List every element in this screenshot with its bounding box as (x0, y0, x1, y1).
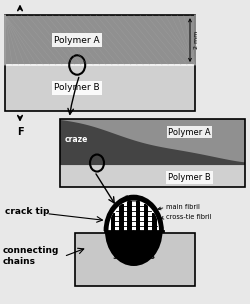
Text: connecting
chains: connecting chains (2, 246, 59, 266)
Polygon shape (60, 120, 245, 165)
Bar (136, 201, 140, 231)
Text: Polymer A: Polymer A (168, 128, 211, 137)
Bar (60, 119, 245, 187)
Text: cross-tie fibril: cross-tie fibril (166, 214, 212, 220)
Circle shape (105, 196, 162, 266)
Bar (111, 213, 115, 231)
Bar (152, 213, 157, 231)
Polygon shape (108, 200, 159, 231)
Bar (127, 201, 132, 231)
Text: main fibril: main fibril (166, 204, 200, 210)
Bar (5, 15, 195, 65)
Bar (5, 64, 195, 66)
Bar (119, 204, 124, 231)
Bar (5, 15, 195, 111)
Text: crack tip: crack tip (5, 207, 50, 216)
Text: Polymer A: Polymer A (54, 36, 100, 45)
Bar (60, 165, 245, 187)
Polygon shape (105, 196, 162, 231)
Bar (75, 233, 195, 286)
Text: Polymer B: Polymer B (168, 173, 211, 182)
Bar (5, 65, 195, 111)
Text: craze: craze (65, 135, 88, 143)
Bar (144, 204, 148, 231)
Text: 2 mm: 2 mm (194, 31, 199, 49)
Text: F: F (17, 127, 23, 137)
Text: 30 nm: 30 nm (126, 195, 143, 200)
Text: Polymer B: Polymer B (54, 84, 100, 92)
Bar (60, 119, 245, 165)
